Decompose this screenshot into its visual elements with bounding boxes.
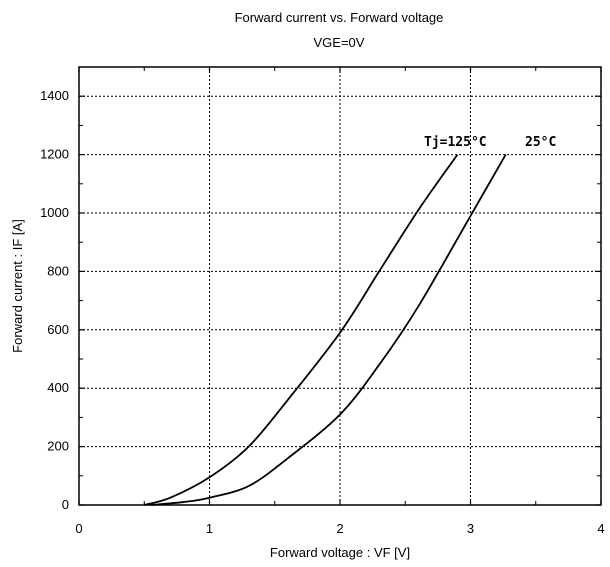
series-label-125c: Tj=125°C: [424, 135, 487, 150]
y-tick-label: 0: [62, 497, 69, 512]
chart-subtitle: VGE=0V: [314, 35, 365, 50]
y-tick-label: 1000: [40, 205, 69, 220]
grid-lines: [79, 67, 601, 505]
x-tick-label: 4: [597, 521, 604, 536]
chart-title: Forward current vs. Forward voltage: [235, 10, 444, 25]
x-tick-label: 3: [467, 521, 474, 536]
y-tick-label: 600: [47, 322, 69, 337]
x-tick-label: 2: [336, 521, 343, 536]
y-tick-label: 200: [47, 439, 69, 454]
series-line-25c: [150, 154, 507, 506]
axis-ticks: [78, 67, 602, 506]
x-tick-label: 0: [75, 521, 82, 536]
curves: [144, 154, 507, 506]
y-tick-label: 1200: [40, 147, 69, 162]
y-tick-label: 800: [47, 263, 69, 278]
x-axis-label: Forward voltage : VF [V]: [270, 545, 410, 560]
y-axis-label: Forward current : IF [A]: [10, 219, 25, 353]
y-tick-labels: 0 200 400 600 800 1000 1200 1400: [40, 88, 69, 512]
series-label-25c: 25°C: [525, 135, 556, 150]
y-tick-label: 400: [47, 380, 69, 395]
x-tick-label: 1: [206, 521, 213, 536]
x-tick-labels: 0 1 2 3 4: [75, 521, 604, 536]
series-line-125c: [144, 154, 459, 506]
y-tick-label: 1400: [40, 88, 69, 103]
